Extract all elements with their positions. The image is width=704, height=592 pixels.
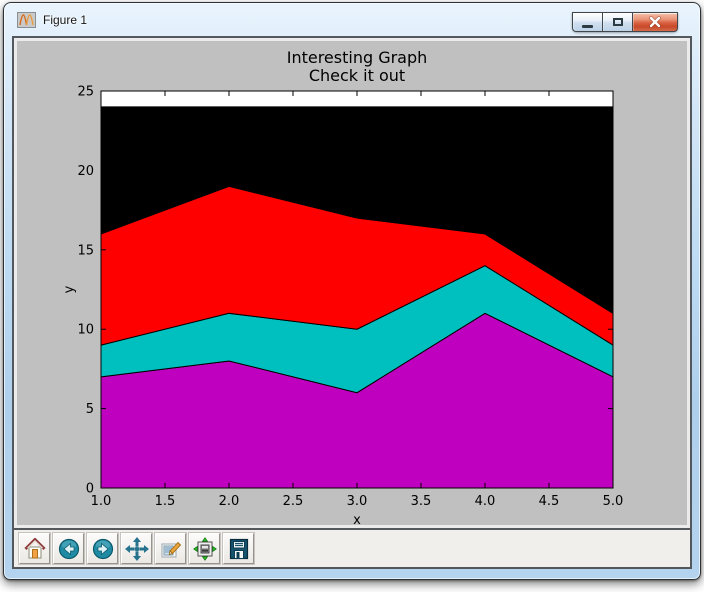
home-button[interactable] xyxy=(19,533,50,564)
zoom-to-rect-button[interactable] xyxy=(155,533,186,564)
x-tick-label: 2.0 xyxy=(219,494,240,509)
x-tick-label: 4.5 xyxy=(539,494,560,509)
y-tick-label: 0 xyxy=(86,482,94,497)
forward-arrow-icon xyxy=(92,538,113,559)
zoom-rect-icon xyxy=(161,541,181,557)
client-area: Interesting Graph Check it out 1.0 1.5 2.0… xyxy=(12,36,692,569)
back-arrow-icon xyxy=(58,538,79,559)
forward-button[interactable] xyxy=(87,533,118,564)
y-tick-label: 20 xyxy=(77,164,94,179)
home-icon xyxy=(23,537,46,558)
matplotlib-logo-icon xyxy=(17,11,36,28)
y-tick-label: 5 xyxy=(86,402,94,417)
figure-canvas[interactable]: Interesting Graph Check it out 1.0 1.5 2.0… xyxy=(17,41,687,525)
figure-window: Figure 1 Interesting Graph Check it out … xyxy=(3,2,701,580)
x-tick-label: 4.0 xyxy=(475,494,496,509)
y-tick-label: 25 xyxy=(77,85,94,100)
maximize-icon xyxy=(612,18,623,26)
y-tick-label: 15 xyxy=(77,243,94,258)
x-axis-label: x xyxy=(353,513,361,525)
navigation-toolbar xyxy=(14,528,690,567)
pan-move-icon xyxy=(124,536,149,561)
chart-title-line1: Interesting Graph xyxy=(286,48,428,67)
configure-subplots-button[interactable] xyxy=(189,533,220,564)
x-tick-label: 1.5 xyxy=(155,494,176,509)
caption-buttons xyxy=(572,12,678,32)
y-tick-label: 10 xyxy=(77,323,94,338)
chart-title: Interesting Graph Check it out xyxy=(101,49,613,85)
x-tick-label: 3.0 xyxy=(347,494,368,509)
stacked-area-chart: 1.0 1.5 2.0 2.5 3.0 3.5 4.0 4.5 5.0 0 5 10 15 20 25 x y xyxy=(62,85,624,526)
close-icon xyxy=(649,16,661,28)
minimize-icon xyxy=(582,24,593,28)
chart-title-line2: Check it out xyxy=(308,66,406,85)
save-button[interactable] xyxy=(223,533,254,564)
close-button[interactable] xyxy=(633,12,678,32)
save-floppy-icon xyxy=(229,538,248,559)
x-tick-label: 3.5 xyxy=(411,494,432,509)
x-tick-label: 5.0 xyxy=(603,494,624,509)
maximize-button[interactable] xyxy=(603,12,633,32)
x-tick-label: 1.0 xyxy=(91,494,112,509)
subplots-icon xyxy=(192,536,217,561)
titlebar[interactable]: Figure 1 xyxy=(4,3,700,36)
back-button[interactable] xyxy=(53,533,84,564)
pan-button[interactable] xyxy=(121,533,152,564)
window-title: Figure 1 xyxy=(43,12,88,27)
minimize-button[interactable] xyxy=(572,12,603,32)
y-axis-label: y xyxy=(62,285,77,293)
x-tick-label: 2.5 xyxy=(283,494,304,509)
